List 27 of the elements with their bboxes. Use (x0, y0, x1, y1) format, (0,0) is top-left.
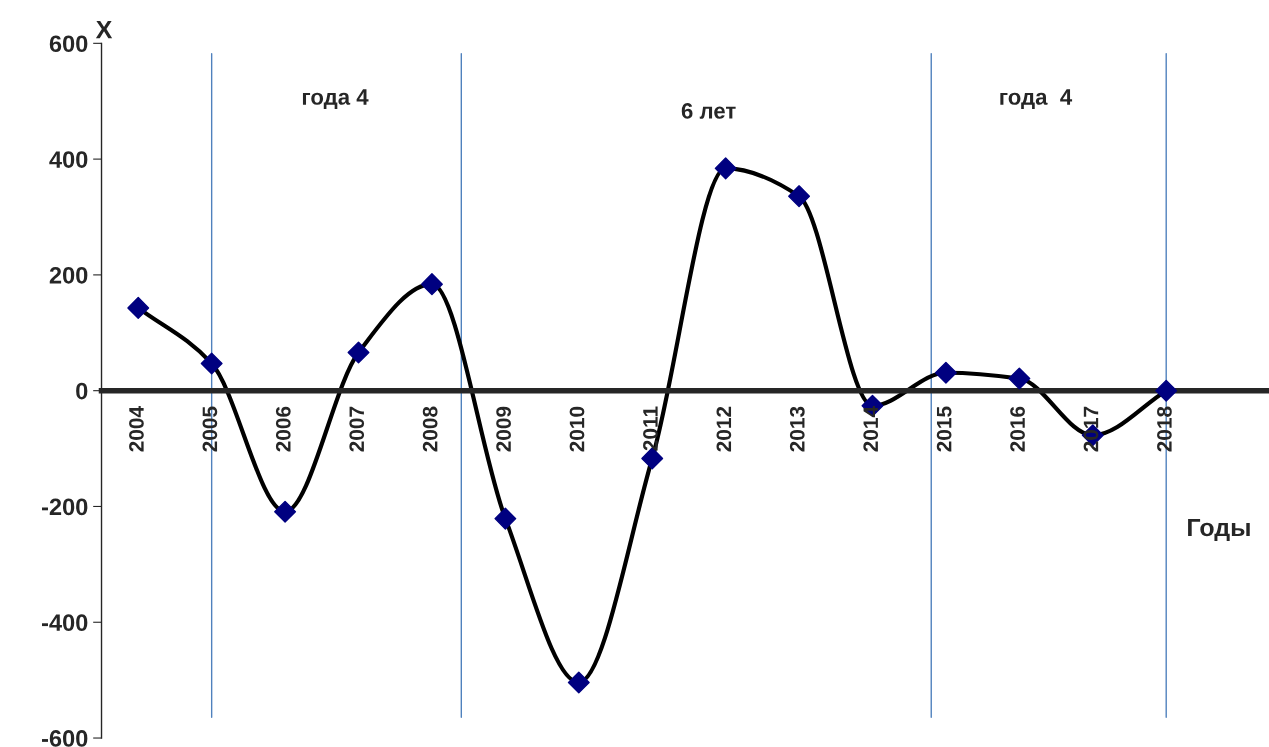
annotation: года 4 (302, 89, 369, 110)
x-tick-label: 2004 (129, 406, 144, 452)
x-tick-label: 2016 (1010, 406, 1025, 452)
x-tick-label: 2010 (569, 406, 585, 452)
x-tick-label: 2009 (496, 406, 511, 452)
y-tick-label: 0 (76, 382, 88, 400)
y-tick-label: -200 (42, 498, 88, 516)
x-tick-label: 2017 (1083, 406, 1099, 452)
x-tick-label: 2008 (422, 406, 438, 452)
y-tick-label: 400 (49, 151, 88, 168)
y-tick-label: 600 (49, 35, 88, 53)
x-tick-label: 2014 (863, 406, 879, 452)
y-tick-label: -400 (42, 614, 88, 632)
x-tick-label: 2012 (716, 406, 732, 452)
x-tick-label: 2007 (349, 406, 365, 452)
x-tick-label: 2018 (1157, 406, 1172, 452)
annotation: 6 лет (681, 103, 736, 119)
y-axis-title: X (95, 20, 113, 39)
y-tick-label: 200 (49, 266, 88, 284)
x-tick-label: 2013 (789, 406, 805, 452)
x-tick-label: 2011 (643, 406, 658, 451)
x-axis-title: Годы (1188, 518, 1250, 542)
y-tick-label: -600 (42, 730, 88, 747)
x-tick-label: 2006 (275, 406, 291, 452)
x-tick-label: 2015 (936, 406, 952, 452)
x-tick-label: 2005 (202, 406, 218, 452)
annotation: года 4 (1000, 89, 1073, 110)
